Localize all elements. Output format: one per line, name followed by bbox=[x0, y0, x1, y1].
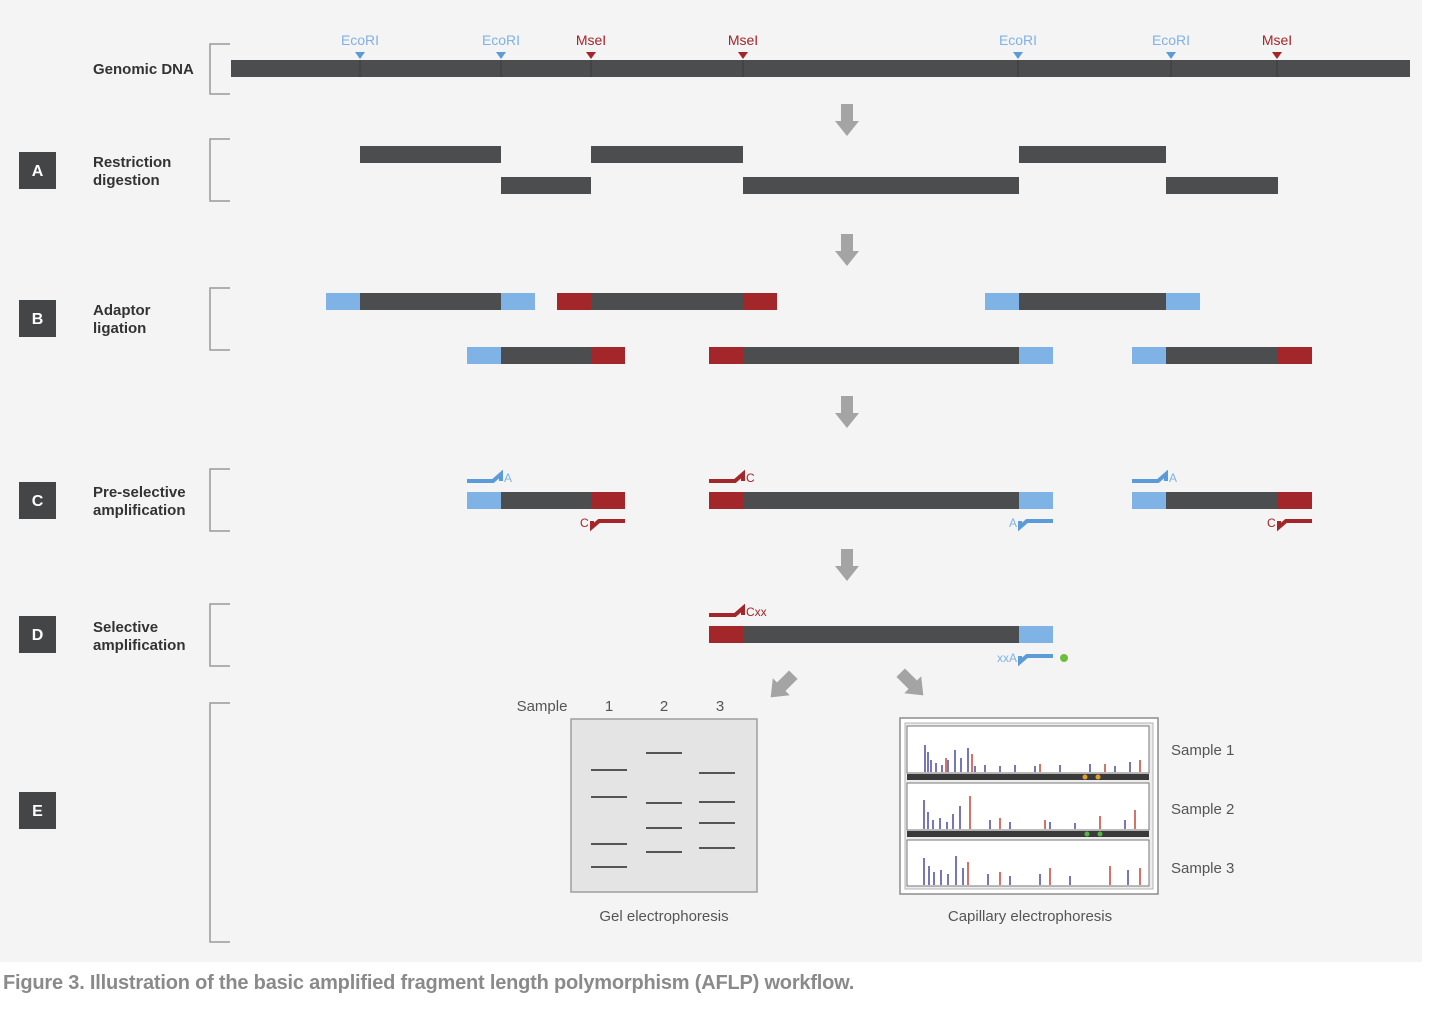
site-msei-2: MseI bbox=[728, 32, 758, 77]
primer-label: xxA bbox=[997, 651, 1017, 665]
workflow-diagram: Genomic DNA EcoRI EcoRI MseI MseI EcoRI … bbox=[19, 32, 1410, 943]
primer-label: C bbox=[1267, 516, 1276, 530]
capillary-panel: Sample 1 Sample 2 Sample 3 Capillary ele… bbox=[899, 717, 1234, 925]
primer-label: Cxx bbox=[746, 605, 767, 619]
step-label-line2: amplification bbox=[93, 502, 186, 519]
gel-lane-label: 3 bbox=[716, 698, 724, 715]
aflp-figure: Genomic DNA EcoRI EcoRI MseI MseI EcoRI … bbox=[0, 0, 1422, 962]
primer-label: C bbox=[580, 516, 589, 530]
fluorescent-label-dot-icon bbox=[1060, 654, 1068, 662]
primer-label: A bbox=[504, 471, 512, 485]
site-msei-1: MseI bbox=[576, 32, 606, 77]
site-ecori-3: EcoRI bbox=[999, 32, 1037, 77]
primer-arrow-icon bbox=[1132, 469, 1168, 483]
site-label: EcoRI bbox=[341, 32, 379, 48]
site-msei-3: MseI bbox=[1262, 32, 1292, 77]
primer-arrow-icon bbox=[1277, 519, 1312, 532]
genomic-dna-label: Genomic DNA bbox=[93, 61, 194, 78]
step-badge-b bbox=[19, 300, 56, 337]
primer-arrow-icon bbox=[1018, 654, 1053, 667]
diagonal-arrow-left-icon bbox=[762, 666, 802, 706]
step-bracket bbox=[209, 468, 230, 532]
site-label: MseI bbox=[576, 32, 606, 48]
site-label: EcoRI bbox=[999, 32, 1037, 48]
primer-label: C bbox=[746, 471, 755, 485]
step-b: B Adaptor ligation bbox=[19, 287, 1312, 364]
down-arrow-icon bbox=[835, 549, 859, 581]
gel-panel: Sample 1 2 3 Gel electrophoresis bbox=[517, 698, 758, 925]
figure-caption: Figure 3. Illustration of the basic ampl… bbox=[3, 972, 855, 994]
primer-arrow-icon bbox=[1018, 519, 1053, 532]
step-badge-c bbox=[19, 482, 56, 519]
step-letter: C bbox=[32, 493, 44, 510]
step-letter: D bbox=[32, 627, 44, 644]
step-d: D Selective amplification Cxx xxA bbox=[19, 603, 1068, 667]
step-label-line2: amplification bbox=[93, 637, 186, 654]
primer-arrow-icon bbox=[590, 519, 625, 532]
primer-arrow-icon bbox=[467, 469, 503, 483]
site-ecori-1: EcoRI bbox=[341, 32, 379, 77]
step-label-line2: ligation bbox=[93, 320, 146, 337]
step-label-line1: Selective bbox=[93, 619, 158, 636]
step-label-line1: Restriction bbox=[93, 154, 171, 171]
step-e: E Sample 1 2 3 Gel electr bbox=[19, 698, 1234, 943]
capillary-sample-label: Sample 1 bbox=[1171, 742, 1234, 759]
site-label: MseI bbox=[728, 32, 758, 48]
primer-arrow-icon bbox=[709, 469, 745, 483]
gel-lane-label: 2 bbox=[660, 698, 668, 715]
step-letter: A bbox=[32, 163, 44, 180]
step-letter: E bbox=[32, 803, 43, 820]
capillary-sample-label: Sample 2 bbox=[1171, 801, 1234, 818]
primer-label: A bbox=[1009, 516, 1017, 530]
step-label-line1: Pre-selective bbox=[93, 484, 186, 501]
capillary-label: Capillary electrophoresis bbox=[948, 908, 1112, 925]
fragment bbox=[591, 146, 743, 163]
step-badge-a bbox=[19, 152, 56, 189]
genomic-dna-strand bbox=[231, 60, 1410, 77]
site-label: EcoRI bbox=[482, 32, 520, 48]
gel-box bbox=[570, 718, 758, 893]
gel-label: Gel electrophoresis bbox=[599, 908, 728, 925]
step-label-line2: digestion bbox=[93, 172, 160, 189]
step-c: C Pre-selective amplification A C C A A … bbox=[19, 468, 1312, 532]
diagonal-arrow-right-icon bbox=[892, 664, 932, 704]
step-a: A Restriction digestion bbox=[19, 138, 1278, 202]
step-letter: B bbox=[32, 311, 44, 328]
site-label: MseI bbox=[1262, 32, 1292, 48]
step-badge-d bbox=[19, 616, 56, 653]
step-badge-e bbox=[19, 792, 56, 829]
step-bracket bbox=[209, 138, 230, 202]
fragment bbox=[1166, 177, 1278, 194]
electropherogram-trace-1 bbox=[906, 725, 1150, 774]
fragment bbox=[743, 177, 1019, 194]
gel-bands bbox=[591, 752, 735, 868]
site-ecori-2: EcoRI bbox=[482, 32, 520, 77]
electropherogram-trace-2 bbox=[906, 782, 1150, 831]
gel-sample-header: Sample bbox=[517, 698, 568, 715]
capillary-sample-label: Sample 3 bbox=[1171, 860, 1234, 877]
fragment bbox=[360, 146, 501, 163]
step-bracket bbox=[209, 603, 230, 667]
genomic-bracket bbox=[209, 43, 230, 95]
fragment bbox=[1019, 146, 1166, 163]
down-arrow-icon bbox=[835, 104, 859, 136]
electropherogram-trace-3 bbox=[906, 839, 1150, 887]
step-bracket bbox=[209, 287, 230, 351]
gel-lane-label: 1 bbox=[605, 698, 613, 715]
step-bracket bbox=[209, 702, 230, 943]
down-arrow-icon bbox=[835, 396, 859, 428]
site-ecori-4: EcoRI bbox=[1152, 32, 1190, 77]
primer-label: A bbox=[1169, 471, 1177, 485]
site-label: EcoRI bbox=[1152, 32, 1190, 48]
fragment bbox=[501, 177, 591, 194]
step-label-line1: Adaptor bbox=[93, 302, 151, 319]
down-arrow-icon bbox=[835, 234, 859, 266]
primer-arrow-icon bbox=[709, 603, 745, 617]
